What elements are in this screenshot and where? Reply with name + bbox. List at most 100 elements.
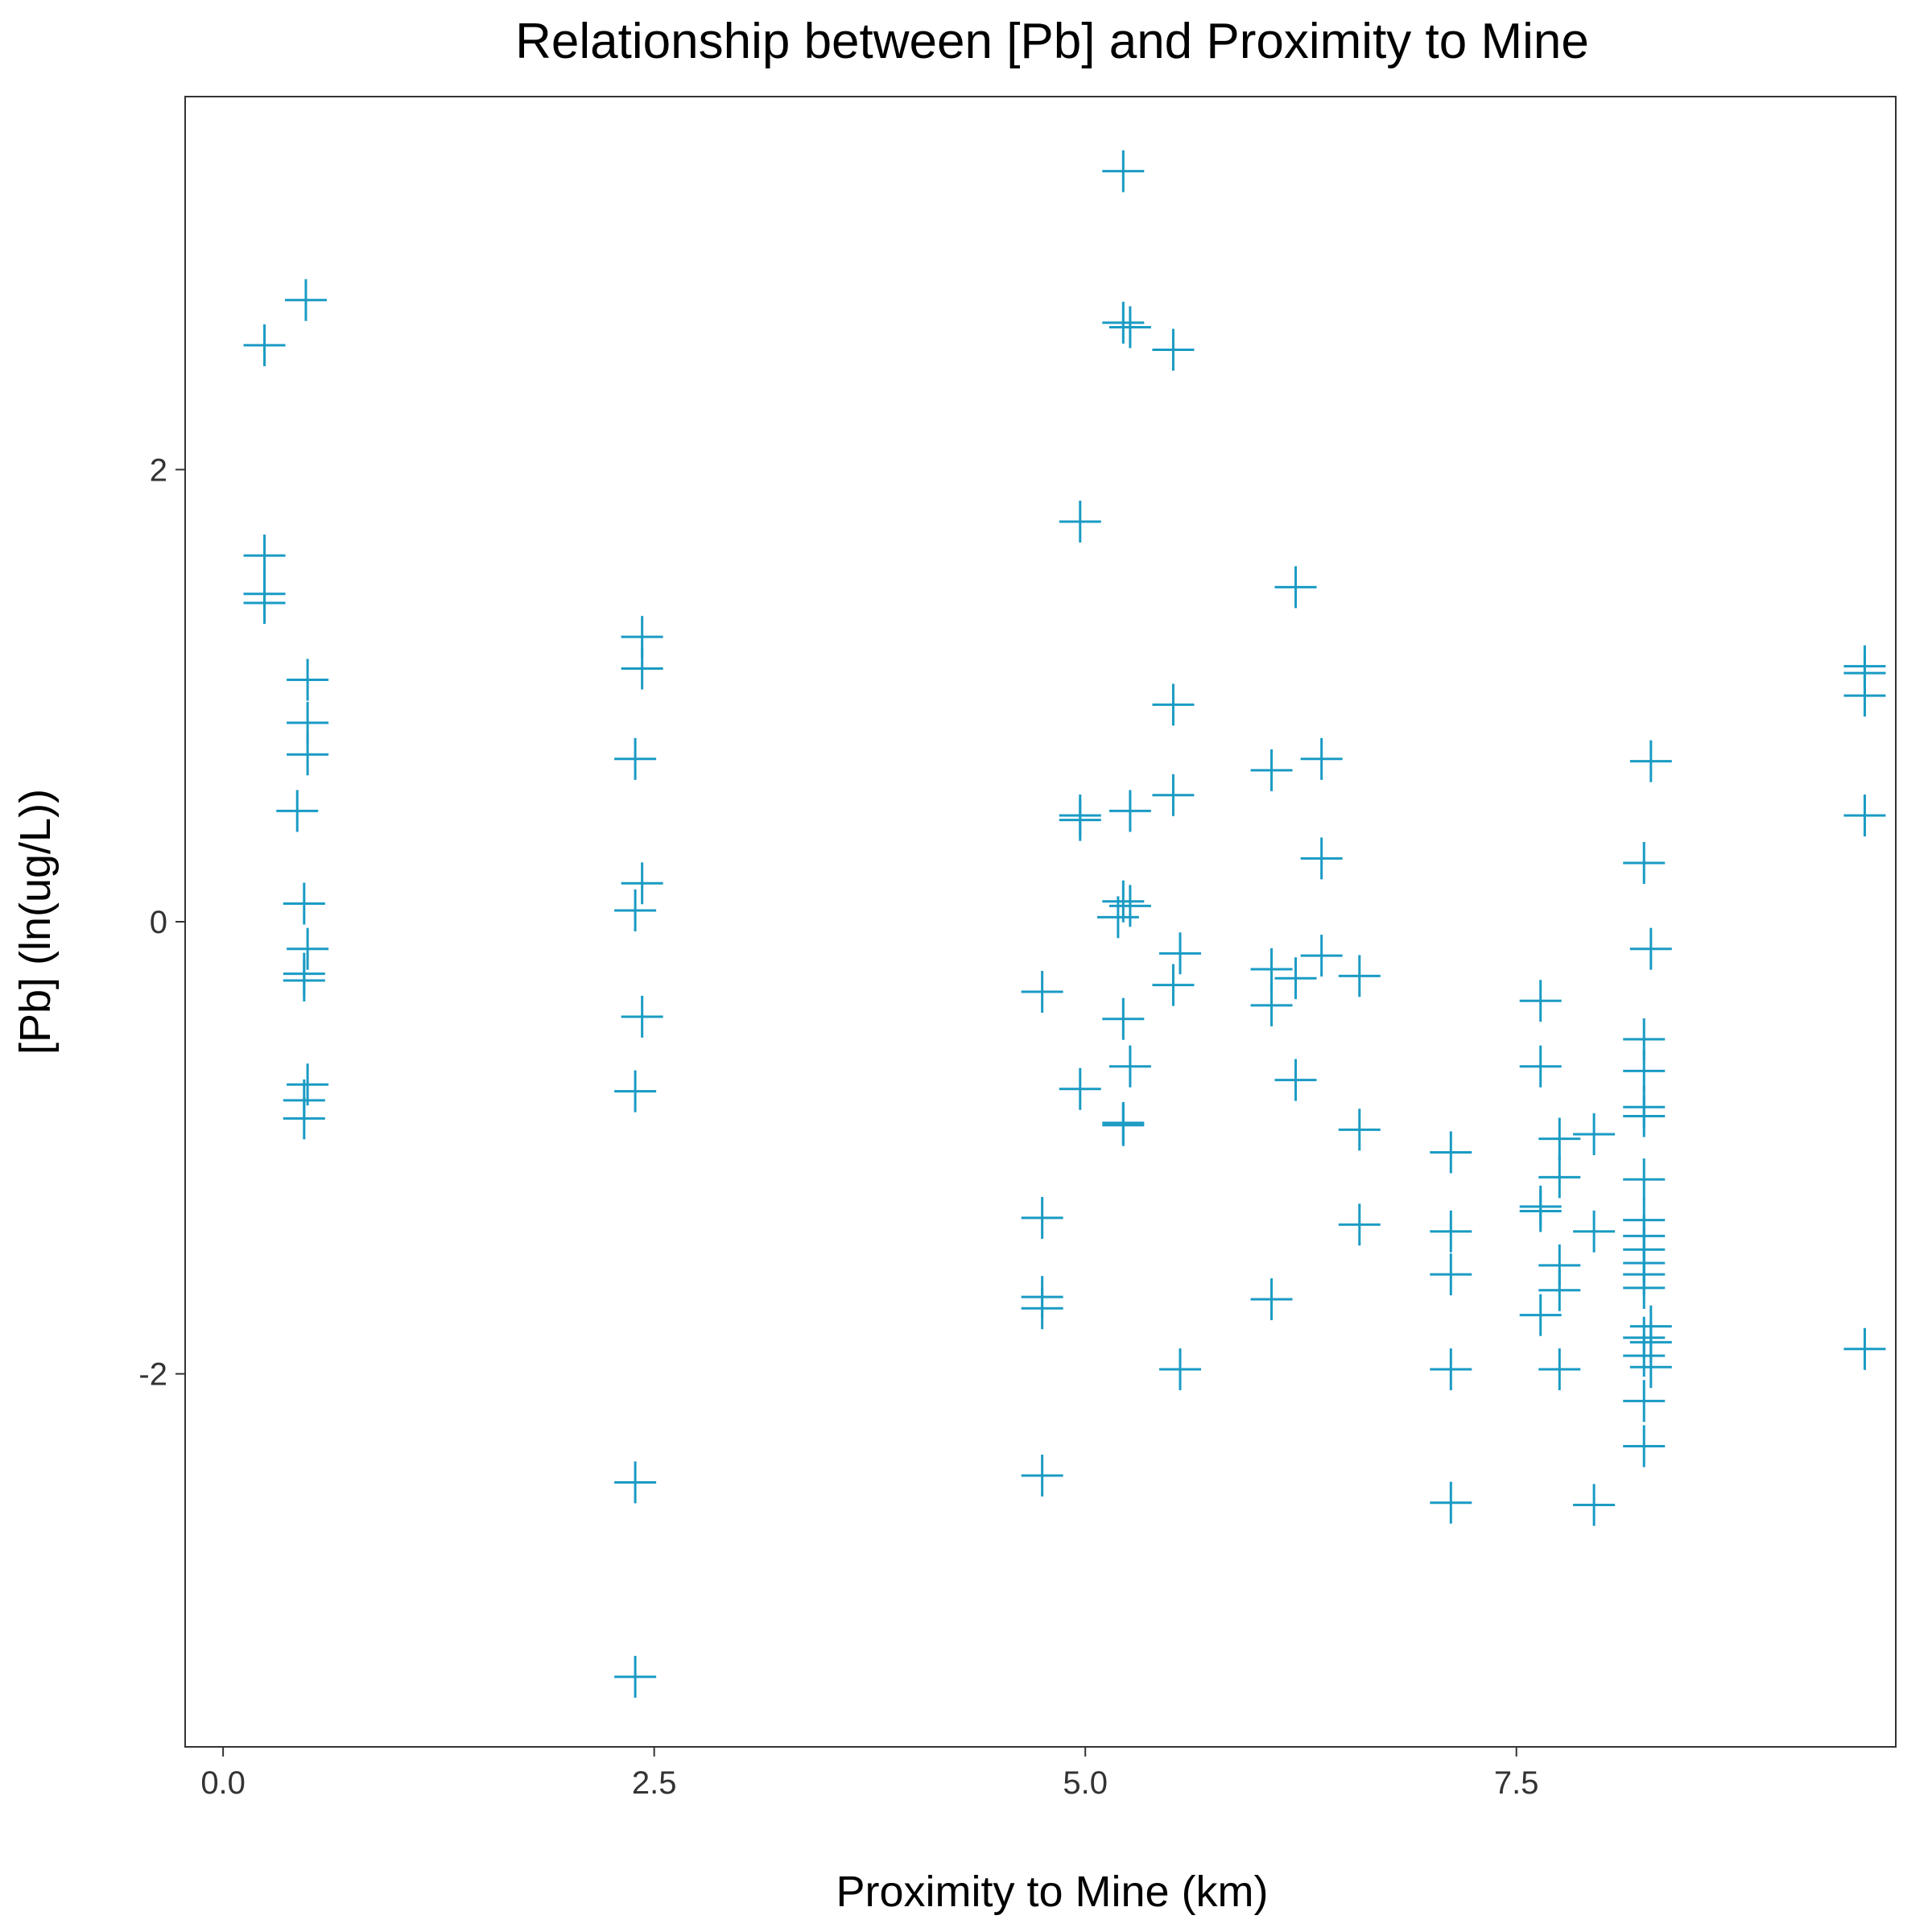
x-tick-label: 2.5: [632, 1765, 677, 1801]
data-point: [276, 790, 319, 832]
data-point: [1108, 790, 1151, 832]
data-point: [1843, 675, 1886, 717]
data-point: [243, 324, 286, 366]
data-point: [243, 582, 286, 625]
x-axis-title: Proximity to Mine (km): [836, 1868, 1268, 1916]
data-point: [614, 1070, 657, 1113]
data-point: [1573, 1210, 1616, 1253]
data-point: [1059, 500, 1101, 543]
data-point: [1623, 1095, 1666, 1137]
data-point: [1623, 1380, 1666, 1422]
data-point: [1623, 1425, 1666, 1468]
data-point: [284, 279, 327, 321]
data-point: [283, 960, 325, 1002]
y-axis-title: [Pb] (ln(ug/L)): [11, 789, 60, 1055]
data-point: [1430, 1348, 1472, 1391]
x-tick-label: 0.0: [200, 1765, 246, 1801]
data-point: [287, 1063, 329, 1106]
data-point: [1250, 1278, 1293, 1320]
data-point: [1108, 1045, 1151, 1088]
data-point: [1843, 795, 1886, 837]
data-point: [1021, 971, 1063, 1013]
data-point: [1108, 306, 1151, 349]
data-point: [1519, 1045, 1562, 1088]
data-point: [1623, 1050, 1666, 1092]
data-point: [1300, 737, 1343, 780]
data-point: [1021, 1455, 1063, 1497]
data-point: [621, 995, 663, 1038]
x-tick-label: 7.5: [1494, 1765, 1539, 1801]
y-tick-label: -2: [138, 1357, 167, 1393]
data-point: [1059, 799, 1101, 841]
data-point: [243, 535, 286, 577]
data-point: [283, 882, 325, 925]
data-point: [1159, 1348, 1202, 1391]
data-point: [1430, 1481, 1472, 1524]
data-point: [1538, 1156, 1581, 1199]
data-point: [614, 1461, 657, 1504]
data-point: [1152, 964, 1195, 1006]
y-tick-label: 2: [150, 452, 167, 488]
data-point: [1538, 1117, 1581, 1160]
data-point: [1274, 1059, 1317, 1101]
chart-title: Relationship between [Pb] and Proximity …: [515, 14, 1589, 69]
data-point: [1430, 1253, 1472, 1296]
data-point: [1623, 1158, 1666, 1201]
data-point: [1430, 1131, 1472, 1174]
data-point: [1159, 932, 1202, 975]
data-point: [1250, 984, 1293, 1026]
data-point: [1519, 980, 1562, 1022]
data-point: [614, 889, 657, 931]
data-point: [1102, 150, 1145, 192]
data-point: [1300, 837, 1343, 880]
x-axis: 0.0 2.5 5.0 7.5: [200, 1747, 1539, 1801]
data-point: [1430, 1210, 1472, 1253]
data-point: [1102, 880, 1145, 923]
data-points: [243, 150, 1886, 1698]
data-point: [1843, 1327, 1886, 1370]
data-point: [287, 658, 329, 701]
data-point: [1152, 328, 1195, 371]
data-point: [1519, 1294, 1562, 1336]
data-point: [621, 647, 663, 690]
data-point: [1629, 740, 1672, 782]
data-point: [1623, 841, 1666, 884]
data-point: [1629, 927, 1672, 970]
data-point: [287, 927, 329, 970]
data-point: [1250, 947, 1293, 990]
y-axis: -2 0 2: [138, 452, 185, 1393]
data-point: [1102, 997, 1145, 1040]
data-point: [283, 1097, 325, 1140]
data-point: [1021, 1287, 1063, 1330]
data-point: [1623, 1335, 1666, 1377]
x-tick-label: 5.0: [1063, 1765, 1108, 1801]
data-point: [1573, 1113, 1616, 1155]
data-point: [1274, 566, 1317, 609]
data-point: [1274, 957, 1317, 1000]
data-point: [1623, 1266, 1666, 1309]
data-point: [1300, 935, 1343, 977]
data-point: [1519, 1190, 1562, 1232]
data-point: [1538, 1269, 1581, 1311]
data-point: [614, 737, 657, 780]
data-point: [1538, 1348, 1581, 1391]
data-point: [614, 1655, 657, 1698]
data-point: [1021, 1196, 1063, 1239]
data-point: [1108, 885, 1151, 927]
data-point: [1059, 1067, 1101, 1110]
data-point: [1250, 749, 1293, 791]
data-point: [1152, 774, 1195, 816]
data-point: [1629, 1346, 1672, 1389]
data-point: [1338, 955, 1381, 997]
data-point: [1338, 1108, 1381, 1151]
data-point: [1102, 301, 1145, 344]
data-point: [287, 733, 329, 776]
data-point: [1338, 1203, 1381, 1246]
data-point: [1102, 1104, 1145, 1146]
data-point: [1096, 896, 1139, 939]
y-tick-label: 0: [150, 905, 167, 940]
data-point: [1152, 683, 1195, 726]
plot-panel: [184, 96, 1897, 1748]
data-point: [621, 862, 663, 905]
